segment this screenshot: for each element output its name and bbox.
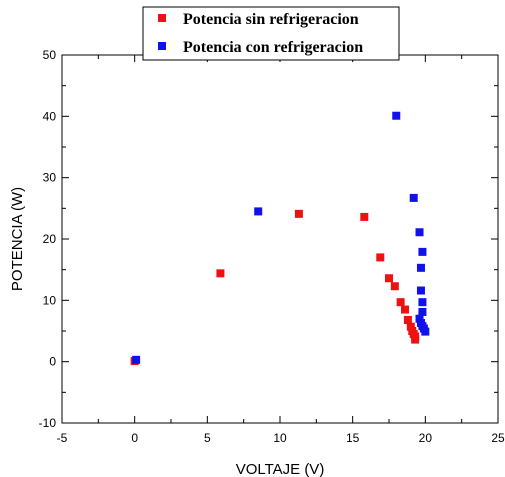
legend-label-sin-refrigeracion: Potencia sin refrigeracion [183,11,359,28]
point-con-refrigeracion [416,263,425,272]
point-sin-refrigeracion [294,209,303,218]
point-sin-refrigeracion [385,274,393,283]
x-tick-label: 0 [131,431,138,445]
point-con-refrigeracion [418,298,427,307]
y-tick-label: 20 [43,232,57,246]
point-con-refrigeracion [416,286,425,295]
plot-frame [61,54,499,424]
point-sin-refrigeracion [403,315,412,324]
point-sin-refrigeracion [400,305,409,314]
x-tick-label: 25 [491,431,505,445]
y-tick-label: -10 [39,416,57,430]
y-tick-label: 30 [43,171,57,185]
y-axis-title: POTENCIA (W) [9,187,26,291]
legend-label-con-refrigeracion: Potencia con refrigeracion [183,39,363,56]
legend-marker-con-refrigeracion [158,42,166,50]
y-tick-label: 0 [49,355,56,369]
y-tick-label: 40 [43,109,57,123]
point-sin-refrigeracion [216,269,225,278]
y-tick-label: 10 [43,293,57,307]
y-tick-label: 50 [43,48,57,62]
point-sin-refrigeracion [376,253,385,262]
point-con-refrigeracion [418,247,427,256]
legend-marker-sin-refrigeracion [158,14,166,22]
point-con-refrigeracion [415,228,424,237]
point-sin-refrigeracion [390,282,399,291]
x-axis-title: VOLTAJE (V) [236,461,325,477]
data-points [130,111,430,366]
point-sin-refrigeracion [360,212,369,221]
point-con-refrigeracion [418,307,427,316]
point-sin-refrigeracion [406,322,415,331]
point-con-refrigeracion [415,314,424,323]
axis-ticks: -5 0 5 10 15 20 25 -10 0 10 20 30 40 50 [39,48,505,445]
x-tick-label: 20 [419,431,433,445]
legend-box [142,6,400,61]
point-con-refrigeracion [254,207,263,216]
point-sin-refrigeracion [411,335,420,344]
x-tick-label: -5 [57,431,68,445]
x-tick-label: 5 [204,431,211,445]
point-sin-refrigeracion [396,298,405,307]
point-con-refrigeracion [392,111,401,120]
point-con-refrigeracion [409,193,418,202]
point-con-refrigeracion [421,327,430,336]
x-tick-label: 10 [273,431,287,445]
legend: Potencia sin refrigeracion Potencia con … [142,6,400,61]
x-tick-label: 15 [346,431,360,445]
point-con-refrigeracion [132,355,141,364]
